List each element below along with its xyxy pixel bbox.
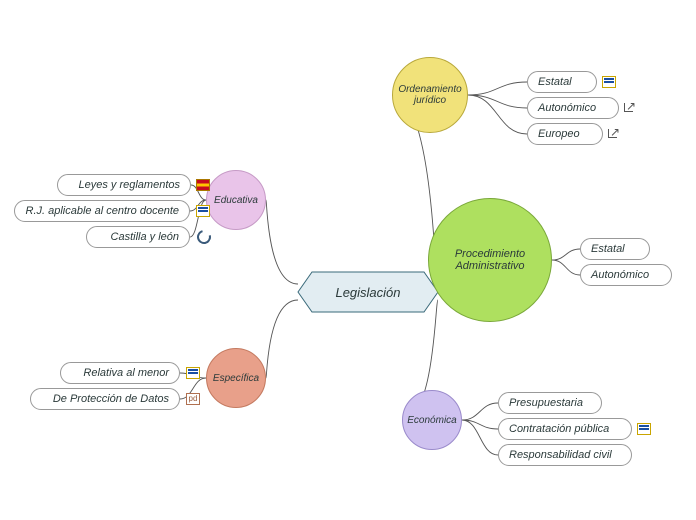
leaf-economica-2[interactable]: Responsabilidad civil [498, 444, 632, 466]
center-node[interactable]: Legislación [298, 272, 438, 312]
leaf-procedimiento-0[interactable]: Estatal [580, 238, 650, 260]
flag-icon [196, 179, 210, 191]
leaf-especifica-0[interactable]: Relativa al menor [60, 362, 180, 384]
leaf-economica-1[interactable]: Contratación pública [498, 418, 632, 440]
boe-icon [196, 205, 210, 217]
boe-icon [186, 367, 200, 379]
leaf-especifica-1[interactable]: De Protección de Datos [30, 388, 180, 410]
mindmap-stage: Legislación Ordenamiento jurídico Estatal… [0, 0, 696, 520]
link-icon [626, 102, 640, 114]
branch-especifica[interactable]: Específica [206, 348, 266, 408]
boe-icon [602, 76, 616, 88]
branch-economica[interactable]: Económica [402, 390, 462, 450]
leaf-ordenamiento-2[interactable]: Europeo [527, 123, 603, 145]
leaf-educativa-0[interactable]: Leyes y reglamentos [57, 174, 191, 196]
leaf-ordenamiento-0[interactable]: Estatal [527, 71, 597, 93]
boe-icon [637, 423, 651, 435]
branch-procedimiento[interactable]: Procedimiento Administrativo [428, 198, 552, 322]
leaf-economica-0[interactable]: Presupuestaria [498, 392, 602, 414]
leaf-educativa-1[interactable]: R.J. aplicable al centro docente [14, 200, 190, 222]
leaf-educativa-2[interactable]: Castilla y león [86, 226, 190, 248]
swirl-icon [196, 230, 210, 242]
link-icon [610, 128, 624, 140]
leaf-ordenamiento-1[interactable]: Autonómico [527, 97, 619, 119]
leaf-procedimiento-1[interactable]: Autonómico [580, 264, 672, 286]
branch-educativa[interactable]: Educativa [206, 170, 266, 230]
pd-icon: pd [186, 393, 200, 405]
branch-ordenamiento[interactable]: Ordenamiento jurídico [392, 57, 468, 133]
